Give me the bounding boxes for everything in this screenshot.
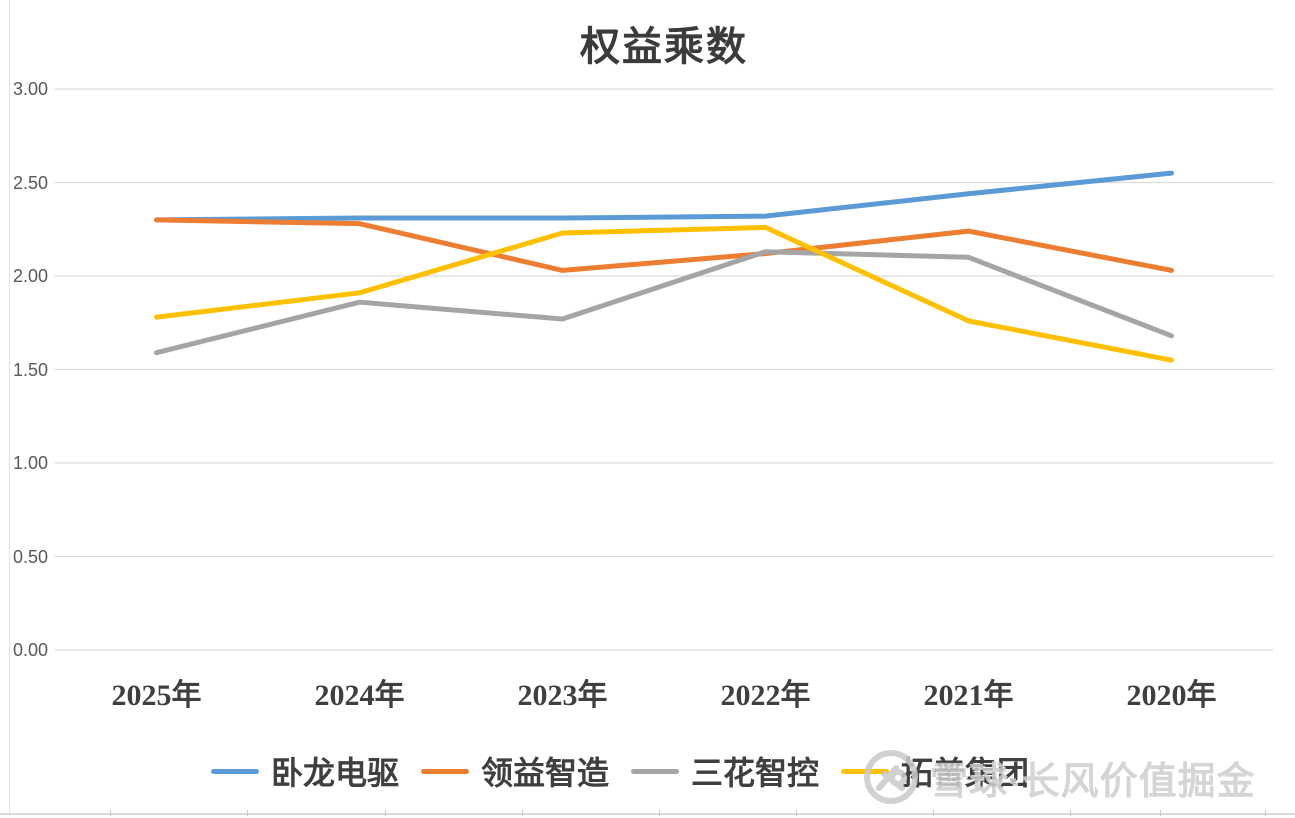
legend-marker — [420, 768, 469, 774]
x-axis-label: 2022年 — [720, 679, 811, 712]
x-axis-label: 2025年 — [111, 679, 202, 712]
bottom-tick — [522, 810, 523, 816]
series-line-拓普集团 — [154, 224, 1174, 363]
y-axis-tick-label: 2.00 — [12, 266, 48, 286]
legend-item-拓普集团: 拓普集团 — [841, 748, 1029, 794]
legend-label: 领益智造 — [480, 755, 609, 791]
legend-item-三花智控: 三花智控 — [631, 748, 819, 794]
legend-marker — [210, 768, 259, 774]
x-axis-label: 2024年 — [314, 679, 405, 712]
bottom-tick — [933, 810, 934, 816]
x-axis-label: 2020年 — [1126, 679, 1217, 712]
bottom-tick — [1160, 810, 1161, 816]
legend-marker — [841, 768, 890, 774]
bottom-tick — [1265, 810, 1266, 816]
legend-label: 拓普集团 — [901, 755, 1030, 791]
y-axis-tick-label: 3.00 — [12, 79, 48, 99]
bottom-tick — [659, 810, 660, 816]
bottom-border-line — [0, 813, 1295, 815]
legend-marker — [631, 768, 679, 774]
legend-item-领益智造: 领益智造 — [420, 748, 609, 794]
legend-label: 三花智控 — [691, 755, 820, 791]
bottom-tick — [796, 810, 797, 816]
bottom-tick — [110, 810, 111, 816]
y-axis-tick-label: 0.00 — [12, 640, 48, 660]
legend: 卧龙电驱 领益智造 三花智控 拓普集团 — [0, 748, 1240, 794]
legend-label: 卧龙电驱 — [270, 755, 399, 791]
legend-item-卧龙电驱: 卧龙电驱 — [210, 748, 399, 794]
y-axis-tick-label: 1.00 — [12, 453, 48, 473]
y-axis-tick-label: 2.50 — [12, 172, 48, 193]
chart-title: 权益乘数 — [580, 24, 748, 69]
bottom-tick — [247, 810, 248, 816]
x-axis-label: 2023年 — [517, 679, 608, 712]
series-line-领益智造 — [154, 217, 1174, 273]
y-axis-tick-label: 1.50 — [12, 359, 48, 380]
bottom-tick — [1070, 810, 1071, 816]
bottom-tick — [385, 810, 386, 816]
series-line-三花智控 — [154, 249, 1174, 356]
left-border-line — [9, 0, 10, 813]
y-axis-tick-label: 0.50 — [12, 546, 48, 567]
series-line-卧龙电驱 — [154, 170, 1174, 223]
x-axis-label: 2021年 — [923, 679, 1014, 712]
